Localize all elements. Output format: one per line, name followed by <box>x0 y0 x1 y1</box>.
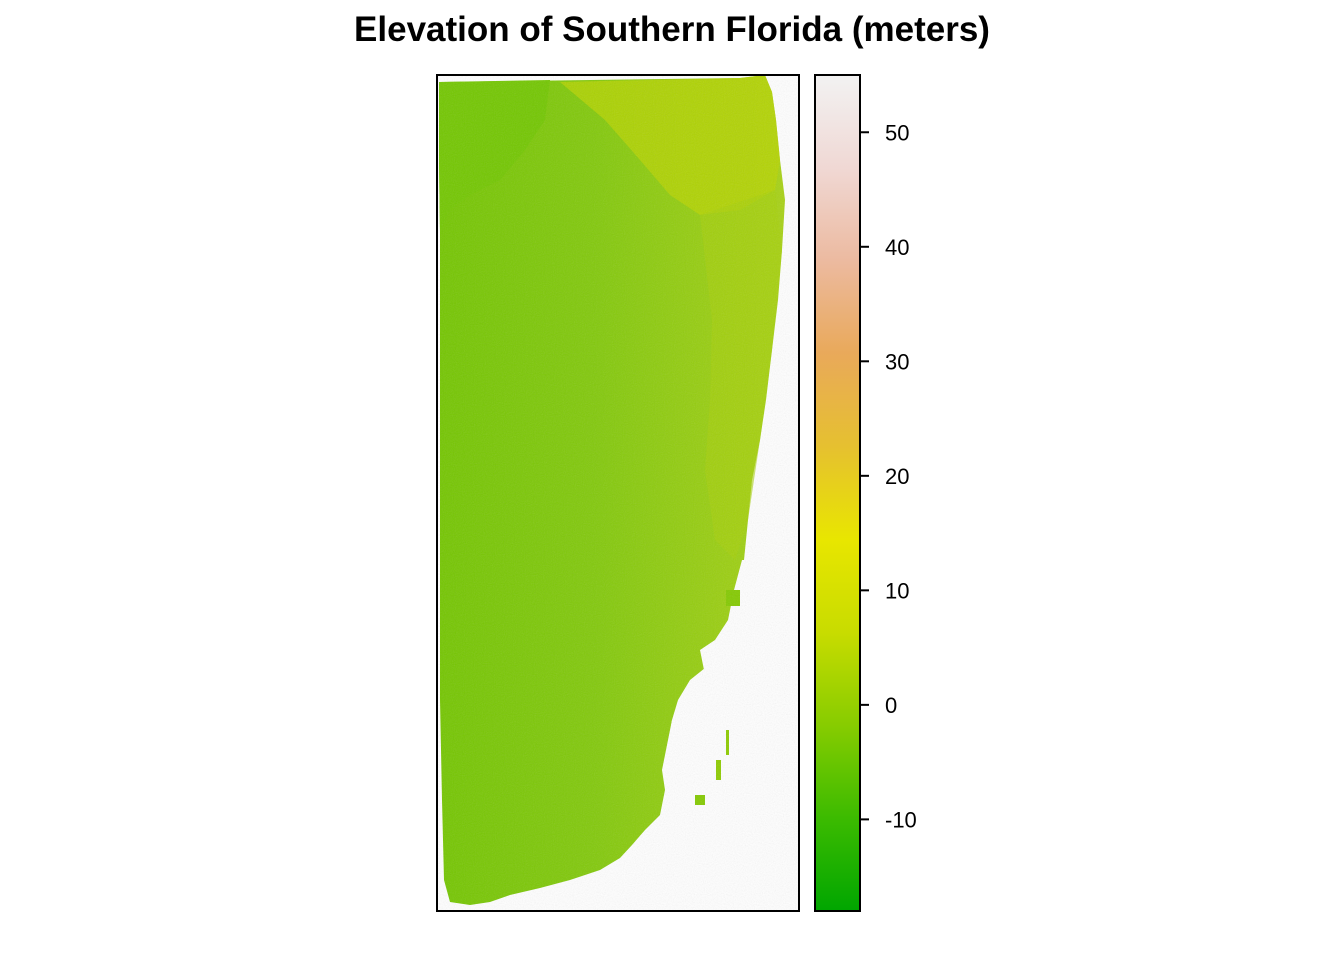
legend-tick-label: 10 <box>885 578 909 603</box>
map-frame <box>436 74 800 912</box>
legend-tick-label: 30 <box>885 349 909 374</box>
legend-tick-label: 50 <box>885 120 909 145</box>
legend-bar <box>815 75 860 911</box>
legend-ticks: 50 40 30 20 10 0 -10 <box>860 120 917 832</box>
legend-colorbar: 50 40 30 20 10 0 -10 <box>814 74 917 912</box>
legend-tick-label: -10 <box>885 807 917 832</box>
legend-tick-label: 40 <box>885 235 909 260</box>
map-title: Elevation of Southern Florida (meters) <box>354 10 990 49</box>
map-panel <box>437 75 799 911</box>
legend-tick-label: 20 <box>885 464 909 489</box>
raster-texture <box>437 75 799 911</box>
legend-frame <box>814 74 861 912</box>
legend-tick-label: 0 <box>885 693 897 718</box>
